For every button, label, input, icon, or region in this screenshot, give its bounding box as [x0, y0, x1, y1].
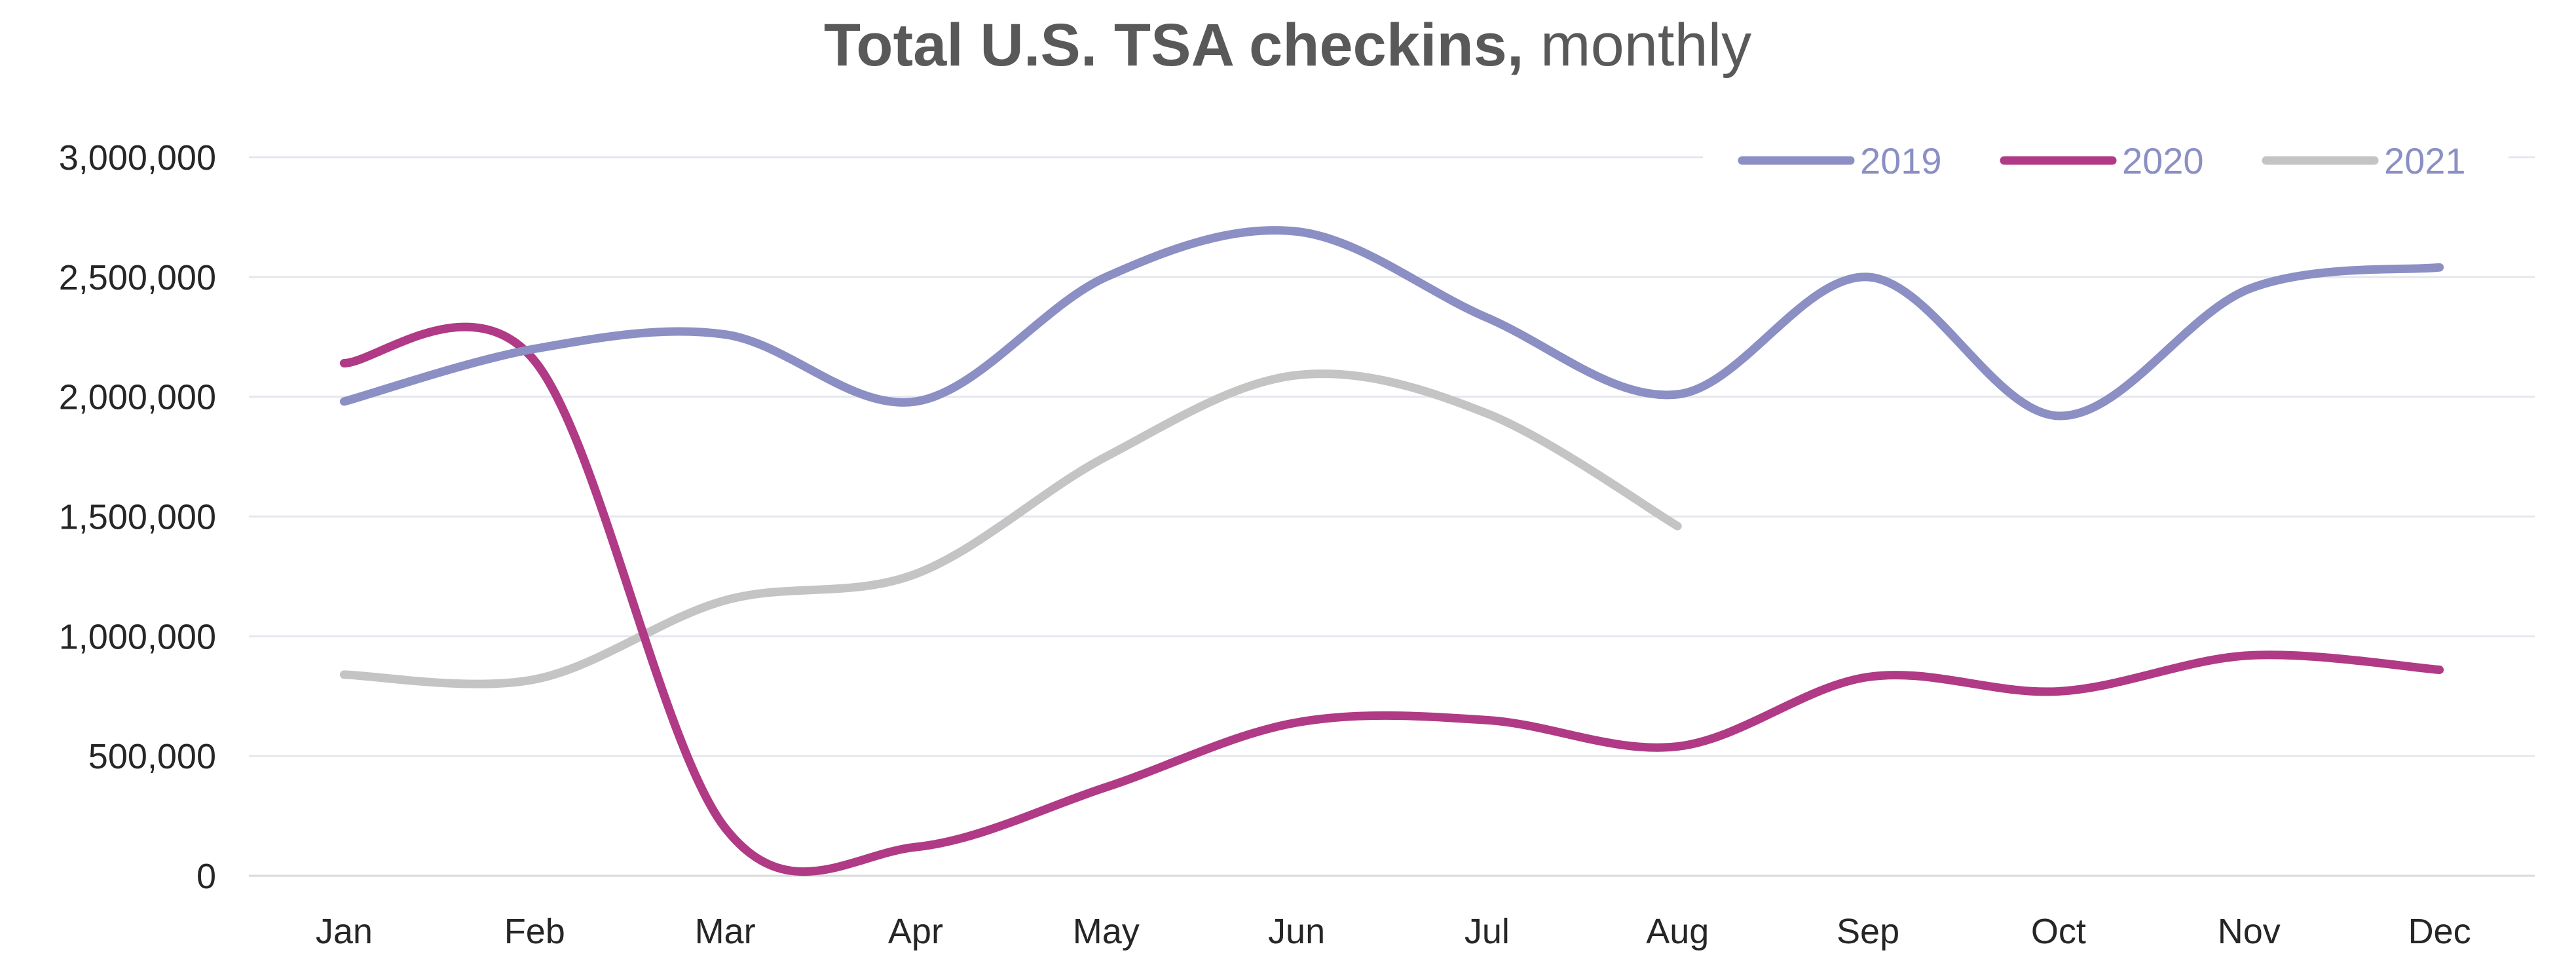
- series-lines: [339, 226, 2444, 876]
- x-tick-label: Jun: [1268, 912, 1325, 951]
- x-tick-label: Jul: [1465, 912, 1510, 951]
- y-axis-ticks: 0 500,000 1,000,000 1,500,000 2,000,000 2,500…: [59, 138, 216, 896]
- legend: 2019 2020 2021: [1703, 128, 2509, 193]
- x-tick-label: Sep: [1837, 912, 1899, 951]
- y-tick-label: 1,500,000: [59, 498, 216, 537]
- x-tick-label: Feb: [504, 912, 565, 951]
- chart-title: Total U.S. TSA checkins, monthly: [824, 12, 1751, 79]
- x-tick-label: May: [1073, 912, 1140, 951]
- y-tick-label: 2,000,000: [59, 378, 216, 417]
- x-tick-label: Oct: [2031, 912, 2086, 951]
- chart-title-bold: Total U.S. TSA checkins,: [824, 12, 1523, 79]
- y-tick-label: 3,000,000: [59, 138, 216, 178]
- y-tick-label: 500,000: [88, 737, 216, 776]
- series-line-2020: [339, 322, 2444, 876]
- gridlines: [249, 156, 2535, 877]
- y-tick-label: 2,500,000: [59, 258, 216, 297]
- chart-title-rest: monthly: [1523, 12, 1751, 79]
- y-tick-label: 1,000,000: [59, 617, 216, 656]
- x-tick-label: Apr: [888, 912, 943, 951]
- x-axis-ticks: Jan Feb Mar Apr May Jun Jul Aug Sep Oct Nov Dec: [316, 912, 2471, 951]
- x-tick-label: Mar: [695, 912, 756, 951]
- x-tick-label: Dec: [2408, 912, 2471, 951]
- y-tick-label: 0: [196, 857, 216, 896]
- x-tick-label: Aug: [1646, 912, 1709, 951]
- series-line-2021: [339, 369, 1682, 688]
- x-tick-label: Nov: [2218, 912, 2281, 951]
- legend-label-2021: 2021: [2384, 140, 2466, 181]
- series-line-2019: [339, 226, 2444, 421]
- legend-label-2019: 2019: [1860, 140, 1942, 181]
- legend-label-2020: 2020: [2122, 140, 2204, 181]
- x-tick-label: Jan: [316, 912, 373, 951]
